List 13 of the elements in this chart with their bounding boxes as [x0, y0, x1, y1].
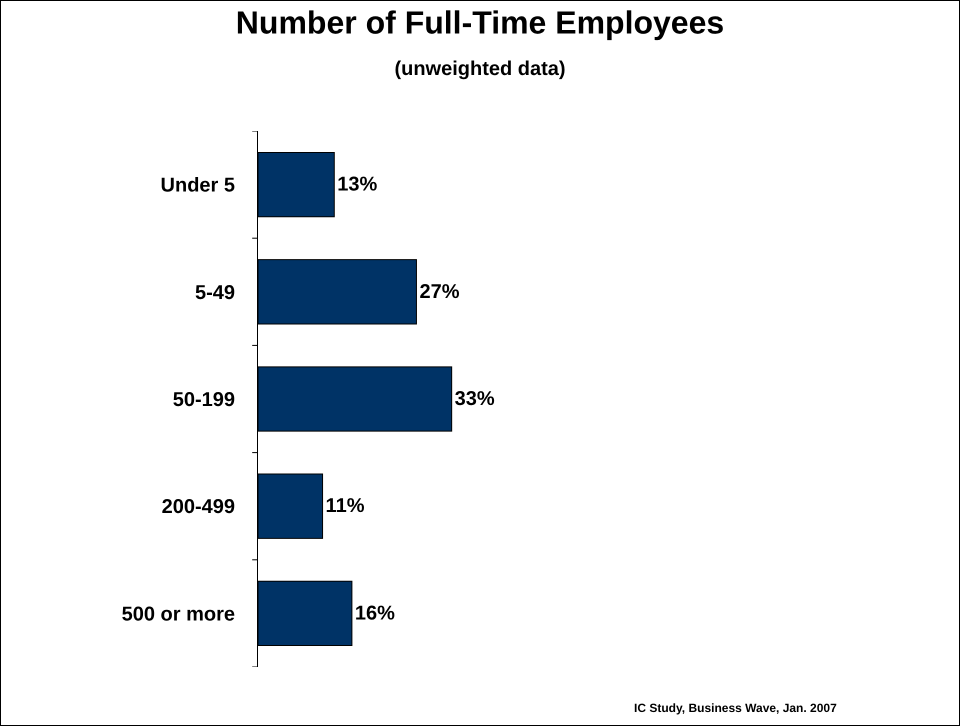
data-label: 13% — [337, 174, 378, 196]
chart-title: Number of Full-Time Employees — [236, 4, 724, 41]
y-tick-label: 500 or more — [122, 603, 235, 626]
data-label: 27% — [419, 280, 460, 303]
data-label: 11% — [326, 495, 365, 518]
data-label: 33% — [454, 388, 495, 410]
y-tick-label: 200-499 — [162, 496, 235, 518]
y-tick-label: Under 5 — [160, 174, 235, 197]
chart-subtitle: (unweighted data) — [394, 58, 566, 80]
y-tick-label: 5-49 — [194, 282, 235, 304]
data-label: 16% — [354, 602, 396, 624]
text: IC Study, Business Wave, Jan. 2007 — [634, 701, 838, 715]
y-tick-label: 50-199 — [172, 389, 235, 411]
